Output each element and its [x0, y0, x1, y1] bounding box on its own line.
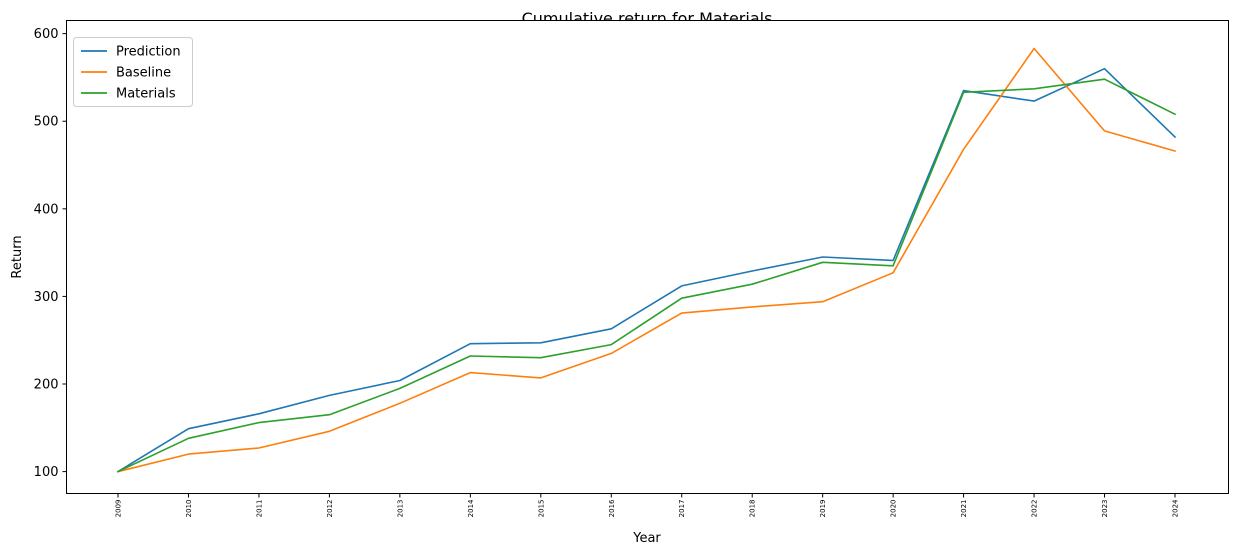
y-tick-label: 600: [34, 27, 59, 42]
x-tick-label: 2018: [749, 500, 757, 518]
x-tick-label: 2017: [678, 500, 686, 518]
plot-area: [66, 20, 1229, 494]
x-tick-label: 2024: [1172, 499, 1180, 517]
series-line-baseline: [117, 47, 1176, 473]
x-tick-label: 2012: [326, 500, 334, 518]
legend-label-baseline: Baseline: [116, 66, 171, 81]
legend-label-materials: Materials: [116, 87, 176, 102]
x-tick-label: 2020: [890, 500, 898, 518]
x-tick-label: 2019: [819, 500, 827, 518]
x-tick-label: 2011: [255, 500, 263, 518]
y-axis: 100 200 300 400 500 600: [34, 27, 67, 480]
series-lines: [116, 47, 1177, 473]
y-tick-label: 500: [34, 115, 59, 130]
x-tick-label: 2013: [396, 500, 404, 518]
y-tick-label: 200: [34, 378, 59, 393]
x-tick-label: 2022: [1031, 500, 1039, 518]
legend-box: [73, 37, 193, 107]
x-tick-label: 2021: [960, 500, 968, 518]
y-tick-label: 300: [34, 290, 59, 305]
series-line-materials: [116, 78, 1177, 473]
legend-label-prediction: Prediction: [116, 45, 181, 60]
x-tick-label: 2015: [537, 500, 545, 518]
x-tick-label: 2009: [115, 500, 123, 518]
x-tick-label: 2023: [1101, 500, 1109, 518]
legend: Prediction Baseline Materials: [73, 37, 193, 107]
y-tick-label: 400: [34, 202, 59, 217]
y-tick-label: 100: [34, 465, 59, 480]
x-axis: 2009 2010 2011 2012 2013 2014 2015 2016 2017 2018…: [115, 493, 1180, 518]
series-line-prediction: [116, 67, 1177, 473]
x-tick-label: 2016: [608, 499, 616, 517]
y-axis-label: Return: [10, 235, 25, 278]
x-tick-label: 2014: [467, 499, 475, 517]
x-tick-label: 2010: [185, 500, 193, 518]
x-axis-label: Year: [632, 531, 661, 546]
